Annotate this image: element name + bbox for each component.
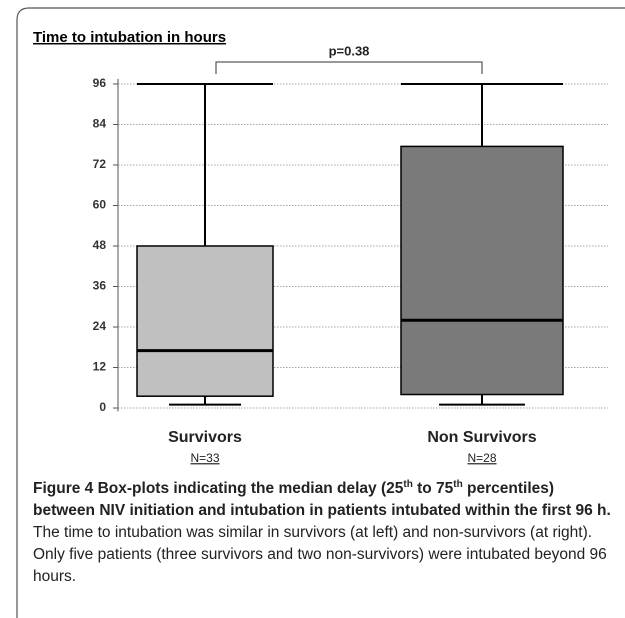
n-label: N=33 (190, 451, 219, 465)
caption-label: Figure 4 (33, 480, 94, 497)
box (400, 145, 564, 396)
y-tick-label: 84 (93, 117, 107, 131)
y-tick-label: 60 (93, 198, 107, 212)
caption-text: The time to intubation was similar in su… (33, 524, 607, 585)
y-tick-label: 96 (93, 76, 107, 90)
caption: Figure 4 Box-plots indicating the median… (33, 478, 611, 588)
x-tick-label: Non Survivors (427, 429, 536, 446)
caption-title-part: Box-plots indicating the median delay (2… (97, 480, 404, 497)
y-tick-label: 0 (99, 400, 106, 414)
y-tick-label: 72 (93, 157, 107, 171)
y-tick-label: 12 (93, 360, 107, 374)
caption-title: Box-plots indicating the median delay (2… (33, 478, 611, 519)
caption-title-part: percentiles) between NIV initiation and … (33, 480, 611, 519)
y-tick-label: 48 (93, 238, 107, 252)
caption-title-part: to 75 (412, 480, 454, 497)
caption-title-part: th (453, 478, 463, 490)
annotation: p=0.38 (329, 43, 370, 58)
x-tick-label: Survivors (168, 429, 242, 446)
y-tick-label: 36 (93, 279, 107, 293)
caption-title-part: th (403, 478, 413, 490)
bracket (215, 61, 483, 74)
box (136, 245, 274, 397)
chart-title: Time to intubation in hours (33, 29, 226, 46)
n-label: N=28 (467, 451, 496, 465)
y-tick-label: 24 (93, 319, 107, 333)
figure-border (16, 7, 625, 618)
